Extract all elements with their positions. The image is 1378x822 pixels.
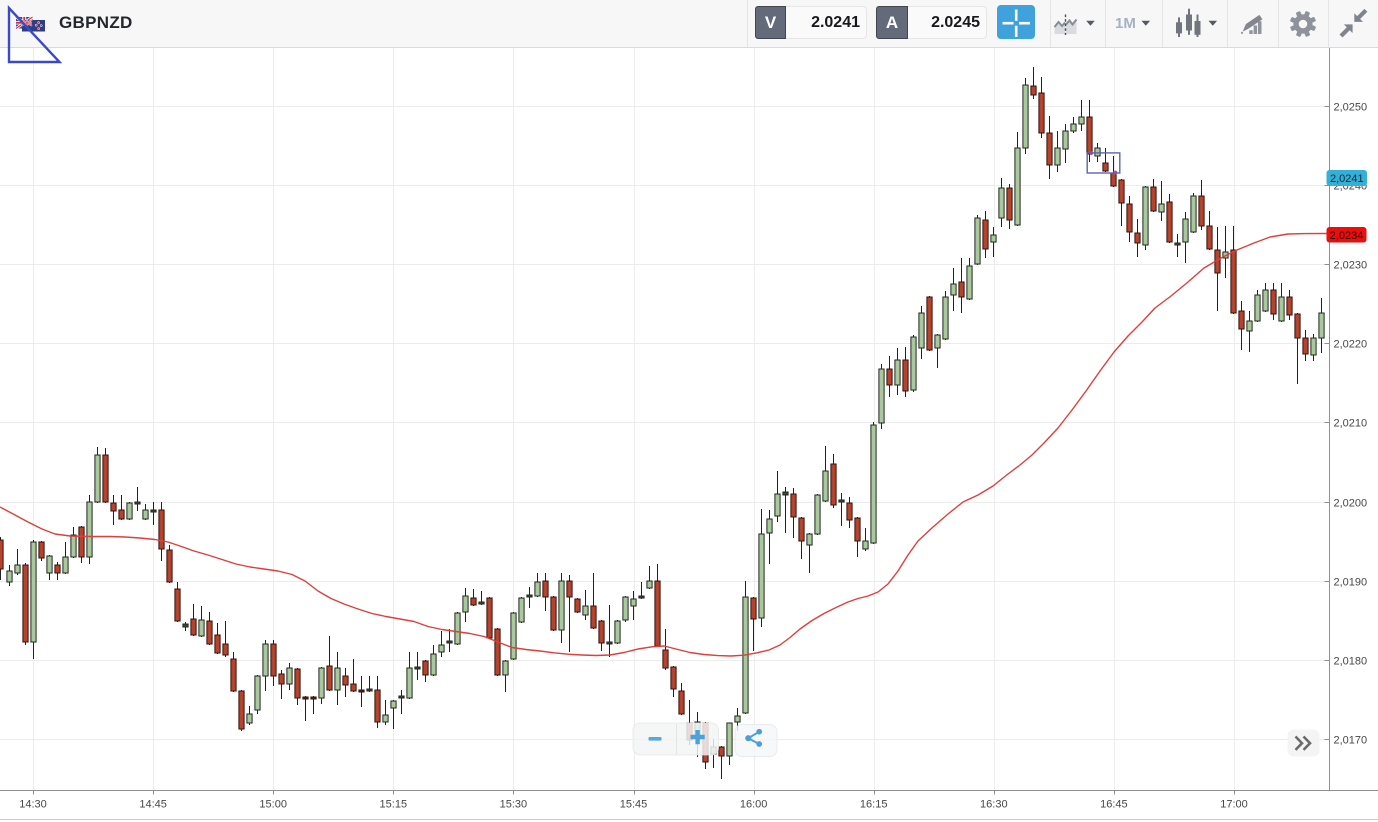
svg-text:2,0250: 2,0250 [1334,102,1368,114]
svg-text:15:45: 15:45 [620,799,648,811]
svg-text:2,0234: 2,0234 [1330,230,1364,242]
svg-text:15:30: 15:30 [500,799,528,811]
svg-text:2,0220: 2,0220 [1334,339,1368,351]
svg-text:15:00: 15:00 [259,799,287,811]
svg-text:17:00: 17:00 [1220,799,1248,811]
svg-text:2,0200: 2,0200 [1334,498,1368,510]
svg-text:2,0190: 2,0190 [1334,577,1368,589]
svg-text:16:30: 16:30 [980,799,1008,811]
svg-text:2,0180: 2,0180 [1334,656,1368,668]
svg-text:2,0210: 2,0210 [1334,418,1368,430]
svg-text:2,0241: 2,0241 [1330,173,1364,185]
svg-text:16:45: 16:45 [1100,799,1128,811]
svg-text:2,0230: 2,0230 [1334,260,1368,272]
svg-text:2,0170: 2,0170 [1334,735,1368,747]
svg-text:16:00: 16:00 [740,799,768,811]
svg-text:14:30: 14:30 [19,799,47,811]
svg-text:15:15: 15:15 [380,799,408,811]
svg-text:14:45: 14:45 [139,799,167,811]
svg-text:16:15: 16:15 [860,799,888,811]
